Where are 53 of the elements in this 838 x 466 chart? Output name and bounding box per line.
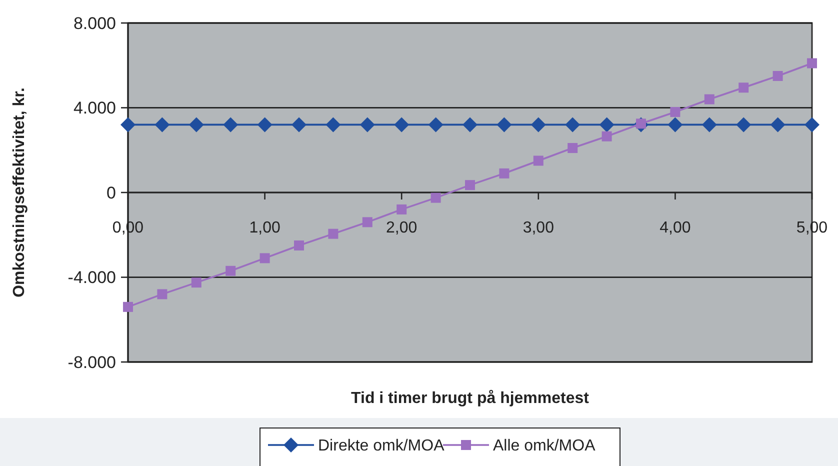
x-tick-label: 4,00 — [660, 220, 691, 236]
point — [428, 117, 444, 132]
point — [328, 228, 338, 239]
point — [599, 117, 614, 132]
point — [154, 117, 170, 132]
point — [496, 117, 512, 132]
y-axis-title: Omkostningseffektivitet, kr. — [11, 88, 28, 298]
point — [326, 117, 341, 132]
legend-label: Direkte omk/MOA — [318, 438, 445, 455]
x-axis-title: Tid i timer brugt på hjemmetest — [351, 389, 590, 407]
point — [772, 70, 783, 81]
point — [120, 117, 136, 132]
point — [396, 204, 407, 214]
y-tick-label: 4.000 — [73, 98, 116, 118]
y-tick-label: 0 — [106, 183, 116, 202]
point — [704, 94, 714, 104]
point — [465, 180, 475, 190]
point — [223, 117, 238, 132]
point — [565, 117, 580, 132]
point — [668, 117, 683, 132]
point — [770, 117, 786, 132]
legend-label: Alle omk/MOA — [493, 438, 596, 455]
point — [499, 168, 510, 178]
point — [568, 143, 578, 154]
x-tick-label: 1,00 — [249, 220, 280, 236]
point — [736, 117, 752, 132]
point — [807, 58, 817, 68]
point — [530, 117, 546, 132]
y-tick-label: -4.000 — [68, 268, 116, 288]
point — [462, 117, 478, 132]
point — [670, 106, 680, 117]
point — [394, 117, 410, 132]
y-tick-label: -8.000 — [68, 352, 116, 372]
point — [738, 82, 749, 93]
x-tick-label: 3,00 — [522, 220, 554, 236]
point — [430, 192, 441, 203]
point — [602, 131, 612, 142]
point — [702, 117, 717, 132]
point — [533, 156, 544, 166]
point — [804, 117, 820, 132]
point — [292, 117, 306, 132]
y-tick-label: 8.000 — [73, 14, 116, 33]
point — [191, 278, 202, 288]
point — [362, 217, 372, 228]
x-tick-label: 2,00 — [386, 220, 418, 236]
point — [294, 240, 304, 250]
point — [360, 117, 375, 132]
point — [188, 117, 204, 132]
point — [226, 266, 236, 276]
point — [257, 117, 272, 132]
point — [123, 302, 133, 312]
point — [260, 253, 270, 264]
point — [157, 289, 168, 300]
